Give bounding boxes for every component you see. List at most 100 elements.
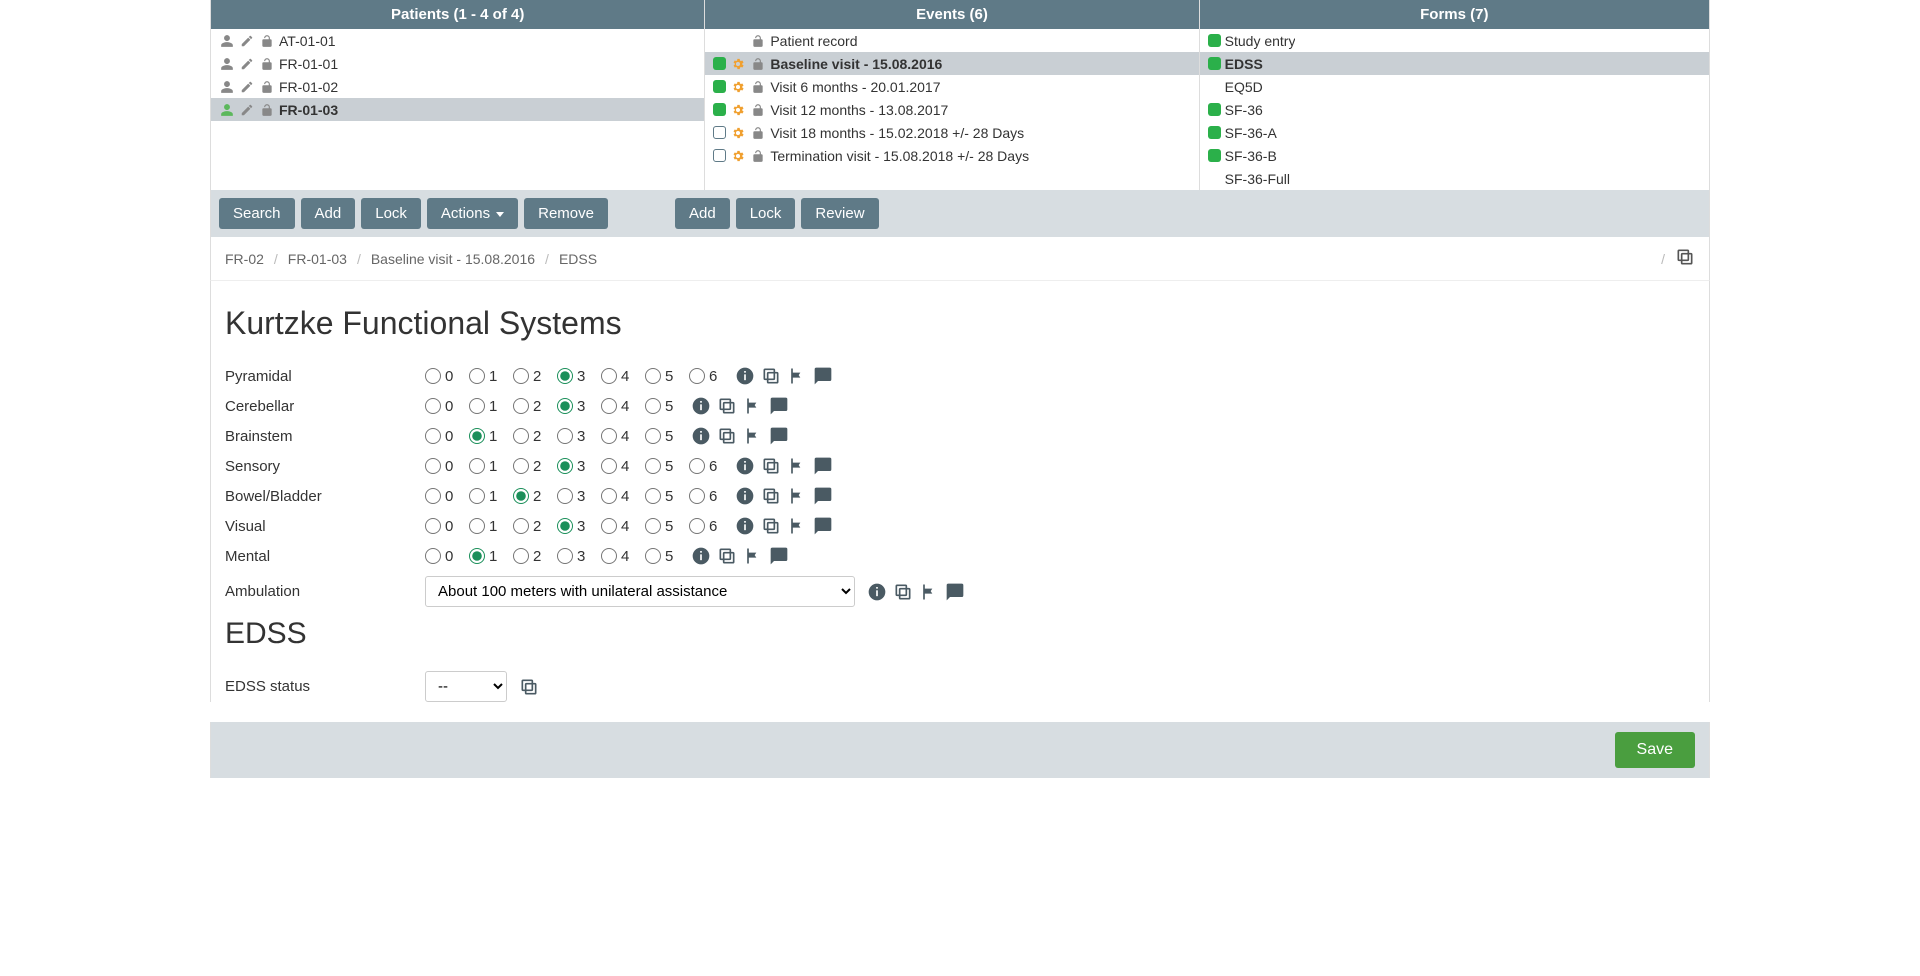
event-row[interactable]: Termination visit - 15.08.2018 +/- 28 Da… (705, 144, 1198, 167)
radio-input[interactable] (645, 428, 661, 444)
radio-option[interactable]: 4 (601, 398, 635, 415)
radio-option[interactable]: 3 (557, 548, 591, 565)
radio-input[interactable] (513, 518, 529, 534)
pencil-icon[interactable] (239, 102, 255, 118)
gear-icon[interactable] (730, 125, 746, 141)
radio-input[interactable] (469, 458, 485, 474)
radio-option[interactable]: 5 (645, 368, 679, 385)
lock-icon[interactable] (259, 56, 275, 72)
radio-option[interactable]: 3 (557, 458, 591, 475)
radio-input[interactable] (557, 548, 573, 564)
radio-input[interactable] (645, 458, 661, 474)
radio-option[interactable]: 1 (469, 488, 503, 505)
form-row[interactable]: SF-36-B (1200, 144, 1709, 167)
radio-option[interactable]: 2 (513, 548, 547, 565)
radio-option[interactable]: 1 (469, 518, 503, 535)
radio-option[interactable]: 4 (601, 488, 635, 505)
radio-input[interactable] (425, 428, 441, 444)
radio-input[interactable] (513, 488, 529, 504)
lock-icon[interactable] (259, 33, 275, 49)
copy-icon[interactable] (893, 582, 913, 602)
event-row[interactable]: Baseline visit - 15.08.2016 (705, 52, 1198, 75)
patient-row[interactable]: AT-01-01 (211, 29, 704, 52)
radio-option[interactable]: 3 (557, 368, 591, 385)
radio-input[interactable] (645, 398, 661, 414)
radio-option[interactable]: 3 (557, 518, 591, 535)
form-row[interactable]: EQ5D (1200, 75, 1709, 98)
event-row[interactable]: Visit 18 months - 15.02.2018 +/- 28 Days (705, 121, 1198, 144)
radio-option[interactable]: 2 (513, 428, 547, 445)
radio-input[interactable] (469, 488, 485, 504)
copy-icon[interactable] (1675, 247, 1695, 270)
form-row[interactable]: SF-36-Full (1200, 167, 1709, 190)
remove-button[interactable]: Remove (524, 198, 608, 229)
lock-icon[interactable] (259, 102, 275, 118)
radio-option[interactable]: 0 (425, 458, 459, 475)
radio-option[interactable]: 3 (557, 398, 591, 415)
radio-input[interactable] (601, 518, 617, 534)
radio-input[interactable] (557, 428, 573, 444)
flag-icon[interactable] (919, 582, 939, 602)
radio-input[interactable] (557, 518, 573, 534)
form-row[interactable]: SF-36-A (1200, 121, 1709, 144)
radio-input[interactable] (689, 458, 705, 474)
edss-status-select[interactable]: -- (425, 671, 507, 702)
radio-input[interactable] (469, 518, 485, 534)
event-row[interactable]: Visit 6 months - 20.01.2017 (705, 75, 1198, 98)
copy-icon[interactable] (717, 546, 737, 566)
radio-input[interactable] (425, 518, 441, 534)
pencil-icon[interactable] (239, 79, 255, 95)
radio-option[interactable]: 1 (469, 458, 503, 475)
breadcrumb-item[interactable]: FR-02 (225, 251, 264, 267)
info-icon[interactable] (867, 582, 887, 602)
radio-option[interactable]: 4 (601, 368, 635, 385)
actions-button[interactable]: Actions (427, 198, 518, 229)
lock-icon[interactable] (259, 79, 275, 95)
ambulation-select[interactable]: About 100 meters with unilateral assista… (425, 576, 855, 607)
radio-option[interactable]: 2 (513, 398, 547, 415)
radio-input[interactable] (513, 428, 529, 444)
gear-icon[interactable] (730, 102, 746, 118)
pencil-icon[interactable] (239, 56, 255, 72)
radio-option[interactable]: 1 (469, 398, 503, 415)
radio-input[interactable] (425, 398, 441, 414)
radio-input[interactable] (469, 428, 485, 444)
radio-input[interactable] (557, 398, 573, 414)
gear-icon[interactable] (730, 148, 746, 164)
radio-option[interactable]: 0 (425, 488, 459, 505)
radio-option[interactable]: 5 (645, 428, 679, 445)
event-row[interactable]: Patient record (705, 29, 1198, 52)
radio-input[interactable] (425, 368, 441, 384)
radio-option[interactable]: 2 (513, 488, 547, 505)
patient-row[interactable]: FR-01-02 (211, 75, 704, 98)
radio-input[interactable] (645, 368, 661, 384)
form-row[interactable]: Study entry (1200, 29, 1709, 52)
radio-input[interactable] (601, 428, 617, 444)
radio-option[interactable]: 0 (425, 428, 459, 445)
radio-option[interactable]: 5 (645, 458, 679, 475)
radio-option[interactable]: 5 (645, 518, 679, 535)
radio-option[interactable]: 1 (469, 428, 503, 445)
radio-option[interactable]: 4 (601, 458, 635, 475)
pencil-icon[interactable] (239, 33, 255, 49)
radio-input[interactable] (513, 368, 529, 384)
radio-option[interactable]: 4 (601, 428, 635, 445)
breadcrumb-item[interactable]: Baseline visit - 15.08.2016 (371, 251, 535, 267)
radio-input[interactable] (469, 368, 485, 384)
event-row[interactable]: Visit 12 months - 13.08.2017 (705, 98, 1198, 121)
lock-icon[interactable] (750, 56, 766, 72)
radio-input[interactable] (425, 458, 441, 474)
radio-option[interactable]: 2 (513, 518, 547, 535)
radio-input[interactable] (513, 398, 529, 414)
radio-input[interactable] (469, 398, 485, 414)
info-icon[interactable] (691, 426, 711, 446)
comment-icon[interactable] (769, 546, 789, 566)
events-add-button[interactable]: Add (675, 198, 730, 229)
save-button[interactable]: Save (1615, 732, 1695, 768)
copy-icon[interactable] (717, 426, 737, 446)
form-row[interactable]: EDSS (1200, 52, 1709, 75)
radio-input[interactable] (601, 398, 617, 414)
radio-option[interactable]: 1 (469, 368, 503, 385)
radio-input[interactable] (601, 488, 617, 504)
radio-input[interactable] (513, 548, 529, 564)
